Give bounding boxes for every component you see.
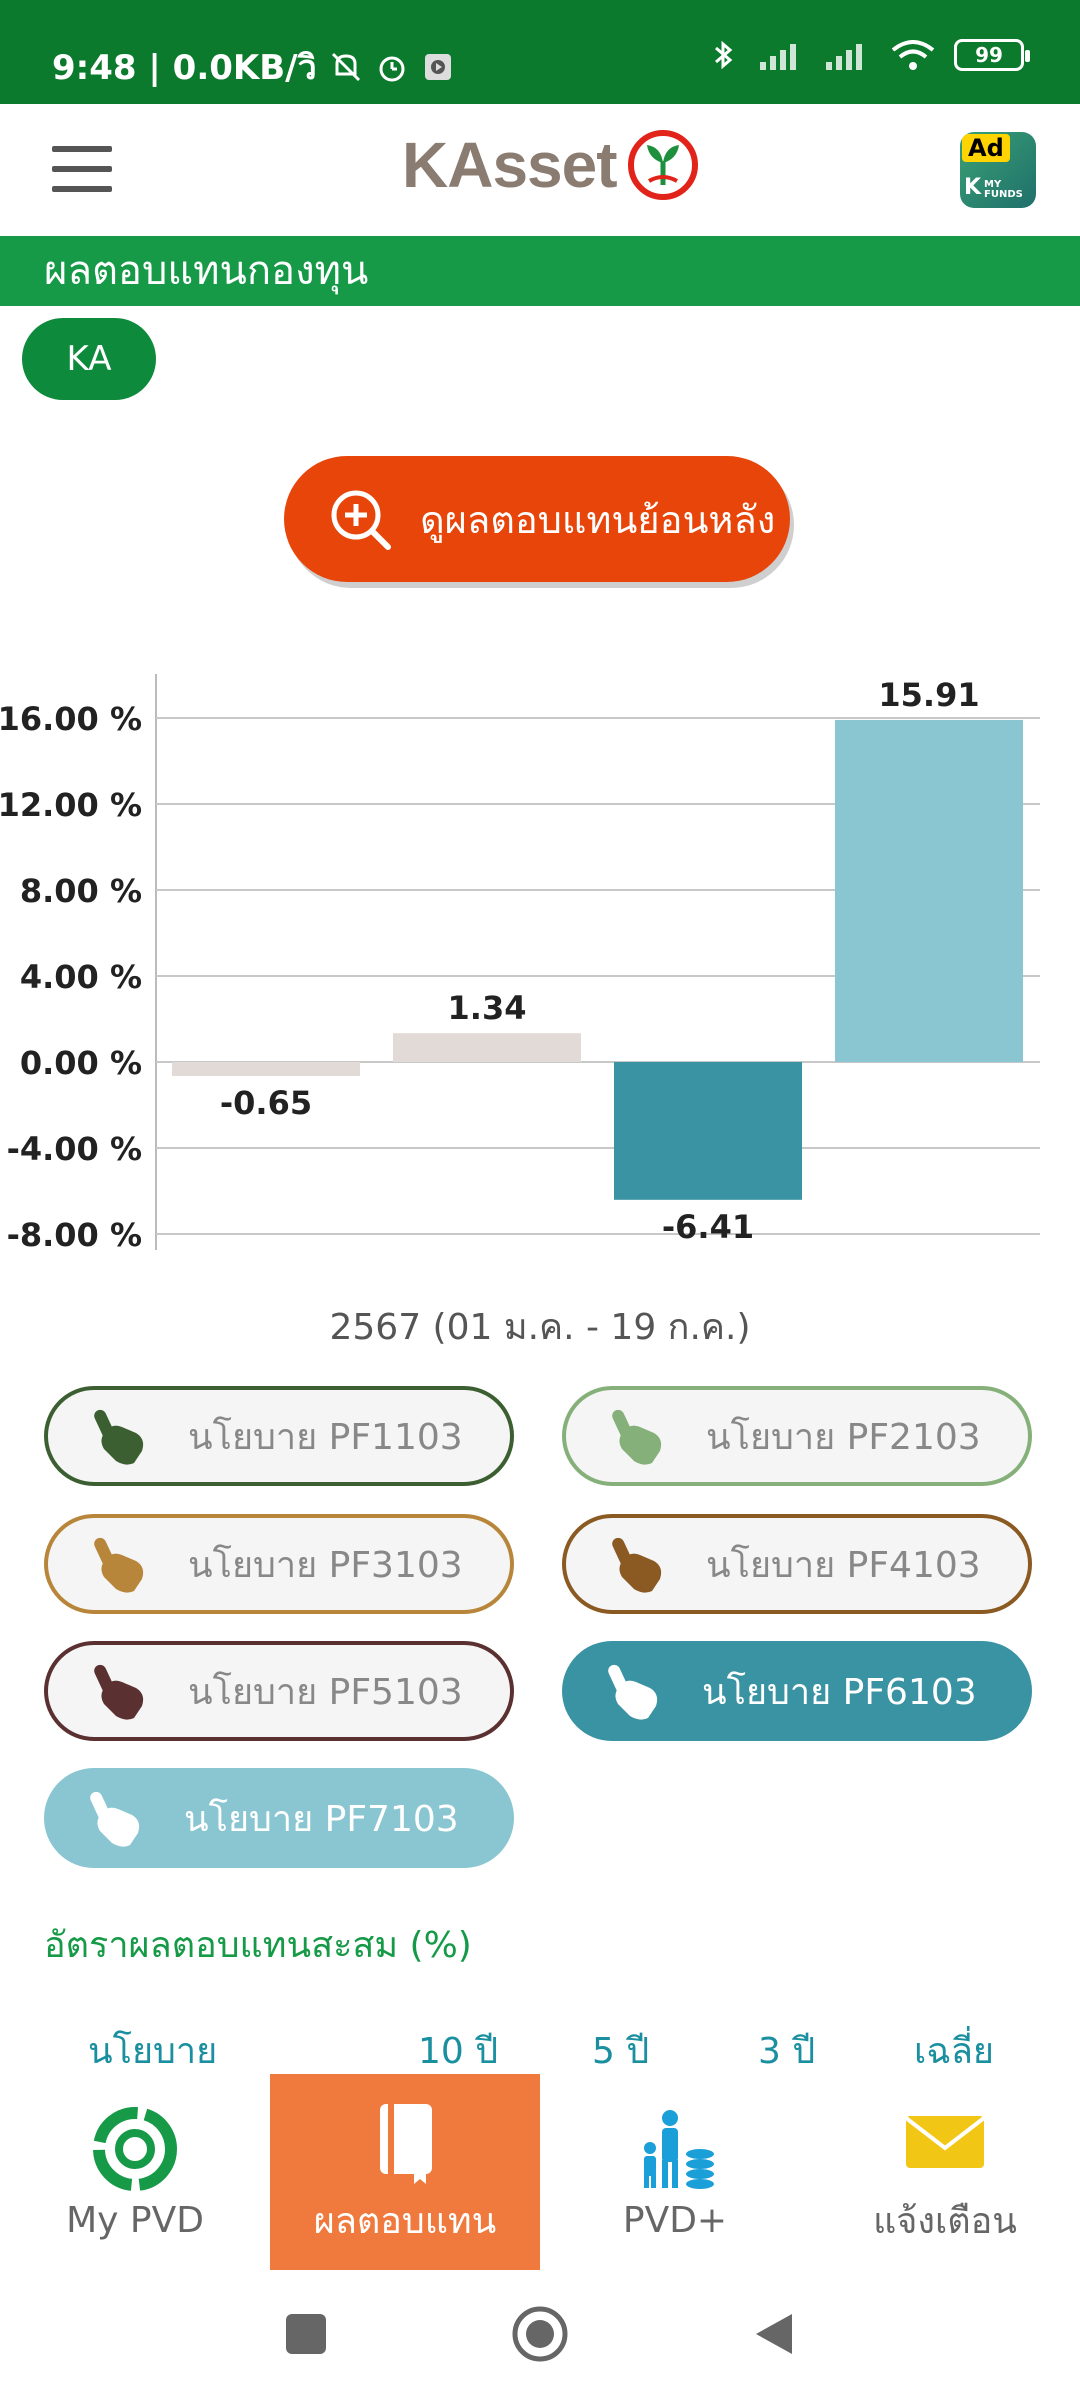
header-average: เฉลี่ย (914, 2031, 994, 2072)
history-returns-button[interactable]: ดูผลตอบแทนย้อนหลัง (284, 456, 790, 582)
y-tick-label: 4.00 % (20, 958, 142, 996)
chart-period-label: 2567 (01 ม.ค. - 19 ก.ค.) (329, 1307, 751, 1348)
header-10y: 10 ปี (418, 2031, 499, 2072)
menu-icon[interactable] (52, 146, 112, 194)
bar-value-label: 15.91 (878, 676, 979, 714)
mail-icon (904, 2115, 986, 2168)
pointing-hand-icon (94, 1664, 144, 1720)
y-tick-label: -8.00 % (7, 1216, 142, 1254)
policy-button[interactable]: นโยบาย PF1103 (44, 1386, 514, 1486)
status-time: 9:48 | 0.0KB/วิ (52, 48, 317, 88)
bar[interactable] (172, 1062, 360, 1076)
app-bar: KAsset Ad K MY FUNDS (0, 104, 1080, 236)
battery-indicator: 99 (954, 39, 1030, 71)
policy-button[interactable]: นโยบาย PF5103 (44, 1641, 514, 1741)
returns-chart: 16.00 % 12.00 % 8.00 % 4.00 % 0.00 % -4.00 % -… (0, 650, 1080, 1270)
zoom-in-icon (331, 490, 391, 550)
bar-value-label: 1.34 (448, 989, 527, 1027)
kbank-leaf-icon (627, 130, 698, 200)
recents-button[interactable] (282, 2310, 330, 2358)
header-policy: นโยบาย (88, 2031, 218, 2072)
policy-button-label: นโยบาย PF6103 (702, 1671, 977, 1713)
pointing-hand-icon (90, 1791, 140, 1847)
bar[interactable] (614, 1062, 802, 1200)
y-tick-label: 12.00 % (0, 786, 142, 824)
history-button-label: ดูผลตอบแทนย้อนหลัง (420, 497, 776, 542)
header-5y: 5 ปี (592, 2031, 650, 2072)
policy-button-label: นโยบาย PF4103 (706, 1544, 981, 1586)
bar-value-label: -6.41 (662, 1208, 754, 1246)
status-right: 99 (706, 38, 1030, 72)
family-coins-icon (644, 2109, 714, 2189)
nav-returns[interactable]: ผลตอบแทน (270, 2074, 540, 2270)
system-nav-bar (0, 2270, 1080, 2400)
pvd-ring-icon (93, 2106, 177, 2191)
y-tick-label: 16.00 % (0, 700, 142, 738)
policy-button[interactable]: นโยบาย PF2103 (562, 1386, 1032, 1486)
my-funds-ad[interactable]: Ad K MY FUNDS (960, 132, 1036, 208)
ad-badge: Ad (962, 134, 1010, 162)
signal-icon-2 (826, 44, 862, 70)
kasset-logo: KAsset (402, 128, 699, 202)
pointing-hand-icon (94, 1537, 144, 1593)
nav-notifications-label: แจ้งเตือน (873, 2200, 1017, 2242)
pointing-hand-icon (608, 1664, 658, 1720)
policy-button[interactable]: นโยบาย PF6103 (562, 1641, 1032, 1741)
header-3y: 3 ปี (758, 2031, 816, 2072)
nav-returns-label: ผลตอบแทน (313, 2200, 497, 2242)
returns-chart-svg: 16.00 % 12.00 % 8.00 % 4.00 % 0.00 % -4.00 % -… (0, 674, 1040, 1254)
bar[interactable] (835, 719, 1023, 1062)
status-bar: 9:48 | 0.0KB/วิ 99 (0, 0, 1080, 104)
alarm-icon (379, 56, 405, 82)
back-button[interactable] (750, 2310, 798, 2358)
pointing-hand-icon (94, 1409, 144, 1465)
fund-chip[interactable]: KA (22, 318, 156, 400)
book-icon (380, 2103, 432, 2184)
nav-my-pvd-label: My PVD (66, 2199, 204, 2241)
nav-pvd-plus-label: PVD+ (622, 2199, 728, 2241)
mute-icon (331, 52, 360, 82)
status-left: 9:48 | 0.0KB/วิ (52, 40, 455, 94)
y-tick-label: -4.00 % (7, 1130, 142, 1168)
policy-button[interactable]: นโยบาย PF4103 (562, 1514, 1032, 1614)
bluetooth-icon (715, 40, 733, 70)
ad-app-k: K (964, 175, 982, 200)
bottom-nav: My PVD ผลตอบแทน PVD+ (0, 2074, 1080, 2270)
pointing-hand-icon (612, 1409, 662, 1465)
y-tick-label: 0.00 % (20, 1044, 142, 1082)
bar[interactable] (393, 1033, 581, 1062)
policy-button[interactable]: นโยบาย PF7103 (44, 1768, 514, 1868)
ad-app-text: MY FUNDS (984, 179, 1023, 200)
y-tick-label: 8.00 % (20, 872, 142, 910)
policy-button-label: นโยบาย PF2103 (706, 1416, 981, 1458)
signal-icon (760, 44, 796, 70)
home-button[interactable] (510, 2304, 570, 2364)
media-icon (424, 54, 451, 80)
pointing-hand-icon (612, 1537, 662, 1593)
policy-button-label: นโยบาย PF3103 (188, 1544, 463, 1586)
nav-my-pvd[interactable]: My PVD (0, 2074, 270, 2270)
policy-button-label: นโยบาย PF5103 (188, 1671, 463, 1713)
bar-value-label: -0.65 (220, 1084, 312, 1122)
policy-button-label: นโยบาย PF1103 (188, 1416, 463, 1458)
cumulative-title: อัตราผลตอบแทนสะสม (%) (44, 1925, 472, 1966)
logo-text: KAsset (402, 129, 618, 201)
wifi-icon (891, 40, 935, 70)
nav-notifications[interactable]: แจ้งเตือน (810, 2074, 1080, 2270)
section-title: ผลตอบแทนกองทุน (0, 236, 1080, 306)
nav-pvd-plus[interactable]: PVD+ (540, 2074, 810, 2270)
policy-button-label: นโยบาย PF7103 (184, 1798, 459, 1840)
policy-button[interactable]: นโยบาย PF3103 (44, 1514, 514, 1614)
